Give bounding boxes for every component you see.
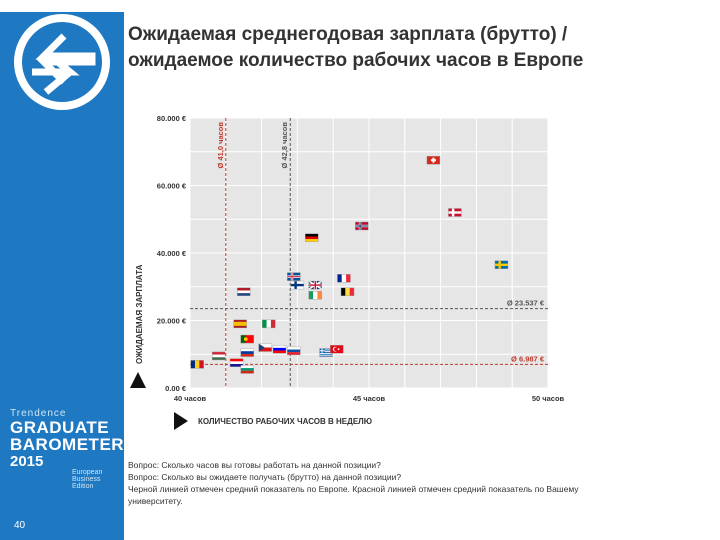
title-line-1: Ожидаемая среднегодовая зарплата (брутто… bbox=[128, 24, 568, 45]
flag-point-be bbox=[340, 287, 355, 297]
flag-point-se bbox=[494, 260, 509, 270]
flag-point-sk bbox=[287, 346, 301, 356]
question-line-1: Вопрос: Сколько часов вы готовы работать… bbox=[128, 460, 381, 470]
flag-point-is bbox=[287, 272, 301, 281]
y-axis-arrow-icon bbox=[130, 372, 146, 388]
flag-point-gr bbox=[319, 348, 333, 357]
x-axis-arrow-icon bbox=[174, 412, 188, 430]
flag-point-nl bbox=[236, 287, 251, 297]
slide-title: Ожидаемая среднегодовая зарплата (брутто… bbox=[128, 22, 708, 74]
flag-point-it bbox=[262, 319, 276, 329]
y-tick-label: 0.00 € bbox=[165, 384, 187, 393]
logo-sub2: Business bbox=[72, 476, 101, 483]
question-line-3: Черной линией отмечен средний показатель… bbox=[128, 484, 579, 494]
graduate-barometer-logo: Trendence GRADUATE BAROMETER 2015 Europe… bbox=[10, 408, 125, 528]
flag-point-si bbox=[272, 344, 287, 354]
reference-label-y: Ø 23.537 € bbox=[507, 299, 545, 308]
y-tick-label: 20.000 € bbox=[157, 317, 187, 326]
x-tick-label: 40 часов bbox=[174, 394, 207, 403]
reference-label-y: Ø 6.987 € bbox=[511, 354, 545, 363]
y-tick-label: 40.000 € bbox=[157, 249, 187, 258]
flag-point-hu bbox=[211, 351, 226, 361]
x-tick-label: 50 часов bbox=[532, 394, 565, 403]
flag-point-de bbox=[305, 233, 319, 243]
flag-point-fi bbox=[290, 280, 305, 290]
x-tick-label: 45 часов bbox=[353, 394, 386, 403]
flag-point-gb bbox=[308, 280, 323, 290]
flag-point-ru bbox=[240, 348, 254, 357]
flag-point-tr bbox=[330, 344, 344, 354]
sidebar: Trendence GRADUATE BAROMETER 2015 Europe… bbox=[0, 0, 124, 540]
reference-label-x: Ø 42,8 часов bbox=[280, 122, 289, 169]
logo-sub1: European bbox=[72, 469, 103, 476]
flag-point-hr bbox=[229, 358, 244, 367]
y-tick-label: 60.000 € bbox=[157, 182, 187, 191]
logo-line3: BAROMETER bbox=[10, 435, 125, 454]
survey-questions: Вопрос: Сколько часов вы готовы работать… bbox=[128, 459, 638, 507]
flag-point-dk bbox=[448, 208, 462, 217]
arrows-logo-icon bbox=[14, 14, 110, 110]
logo-line2: GRADUATE bbox=[10, 418, 110, 437]
flag-point-cz bbox=[258, 343, 272, 352]
y-tick-label: 80.000 € bbox=[157, 114, 187, 123]
flag-point-ch bbox=[426, 155, 441, 165]
x-axis-label: КОЛИЧЕСТВО РАБОЧИХ ЧАСОВ В НЕДЕЛЮ bbox=[198, 417, 372, 426]
logo-sub3: Edition bbox=[72, 483, 94, 490]
flag-point-ro bbox=[190, 360, 204, 369]
logo-line1: Trendence bbox=[10, 408, 67, 419]
flag-point-no bbox=[355, 221, 369, 231]
title-line-2: ожидаемое количество рабочих часов в Евр… bbox=[128, 50, 584, 71]
y-axis-label: ОЖИДАЕМАЯ ЗАРПЛАТА bbox=[135, 264, 144, 364]
logo-year: 2015 bbox=[10, 453, 44, 470]
question-line-4: университету. bbox=[128, 496, 183, 506]
reference-label-x: Ø 41,0 часов bbox=[216, 122, 225, 169]
flag-point-es bbox=[233, 319, 247, 329]
sidebar-top-strip bbox=[0, 0, 124, 12]
flag-point-ie bbox=[308, 290, 322, 300]
flag-point-fr bbox=[337, 274, 351, 283]
page-number: 40 bbox=[14, 520, 26, 531]
flag-point-pt bbox=[240, 334, 254, 344]
question-line-2: Вопрос: Сколько вы ожидаете получать (бр… bbox=[128, 472, 402, 482]
flag-point-bg bbox=[240, 365, 254, 374]
